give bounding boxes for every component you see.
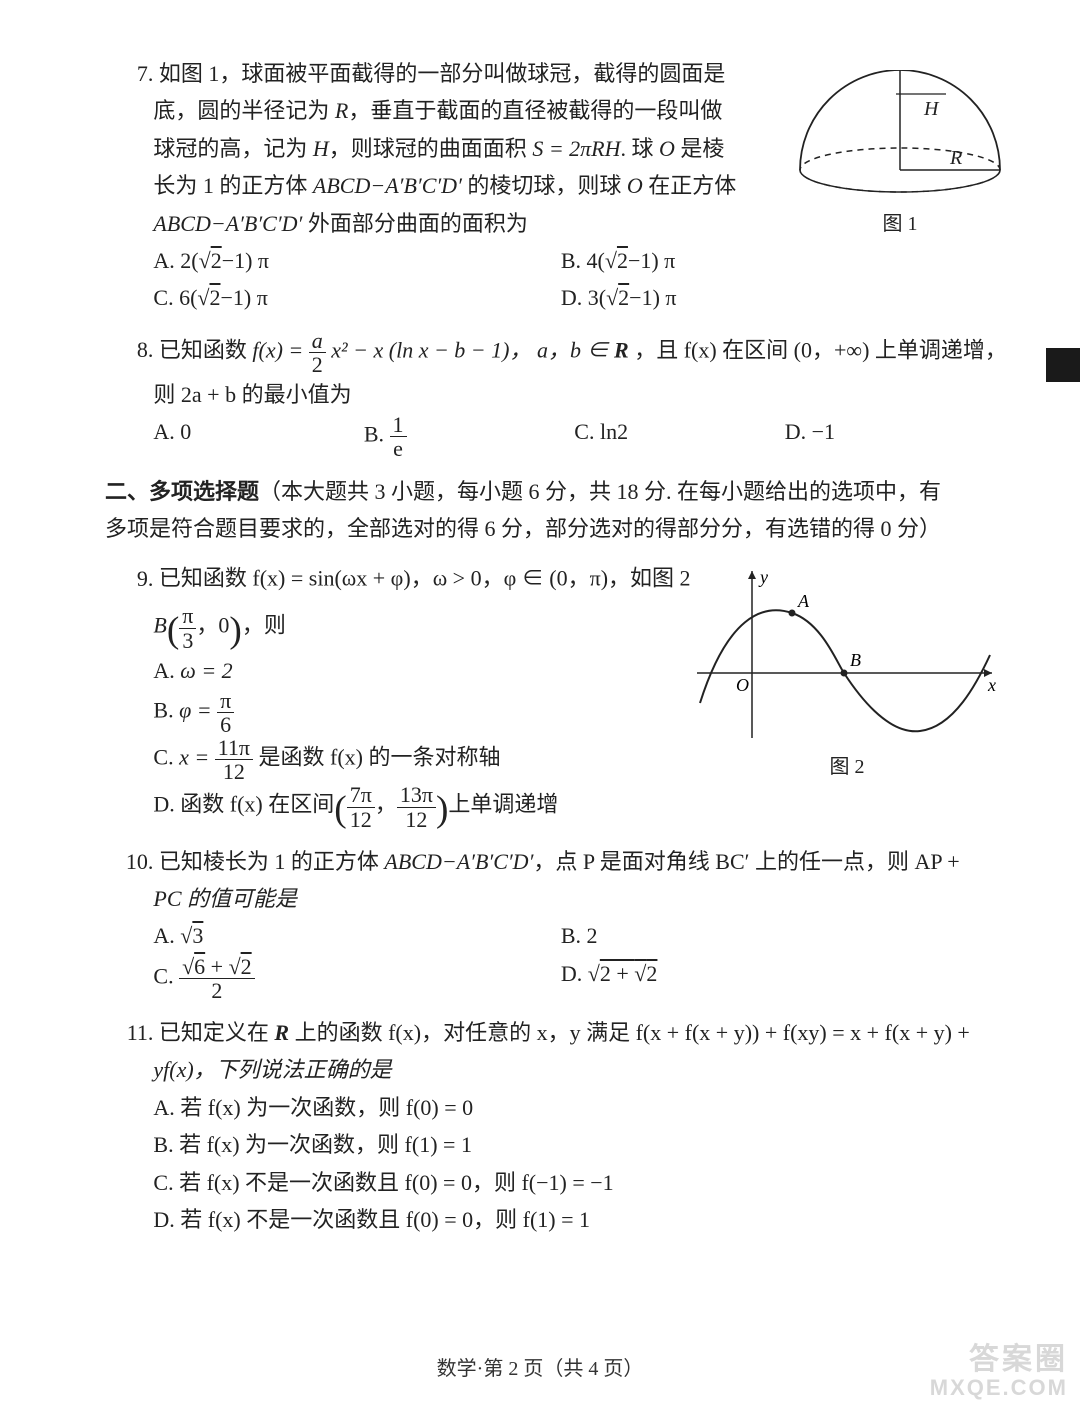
q10-option-a: A. √3 — [153, 917, 560, 954]
label-R: R — [949, 147, 962, 169]
sine-graph-icon: A B O y x — [692, 563, 1002, 743]
q10-option-b: B. 2 — [561, 917, 968, 954]
q8-options: A. 0 B. 1e C. ln2 D. −1 — [105, 413, 1010, 460]
svg-text:B: B — [850, 650, 861, 670]
q8-number: 8. — [105, 331, 153, 368]
q11-option-d: D. 若 f(x) 不是一次函数且 f(0) = 0，则 f(1) = 1 — [153, 1201, 1032, 1238]
q10-option-d: D. √2 + √2 — [561, 955, 968, 1002]
q10-option-c: C. √6 + √22 — [153, 955, 560, 1002]
figure-2-caption: 图 2 — [692, 750, 1002, 779]
question-11: 11. 已知定义在 R 上的函数 f(x)，对任意的 x，y 满足 f(x + … — [105, 1014, 1010, 1238]
q10-number: 10. — [105, 843, 153, 880]
watermark-line1: 答案圈 — [930, 1344, 1068, 1376]
side-tab — [1046, 348, 1080, 382]
q8-option-c: C. ln2 — [574, 413, 784, 460]
figure-1: H R 图 1 — [790, 70, 1010, 236]
svg-text:A: A — [797, 591, 810, 611]
spherical-cap-icon: H R — [790, 70, 1010, 200]
svg-text:O: O — [736, 675, 749, 695]
q10-options: A. √3 B. 2 C. √6 + √22 D. √2 + √2 — [105, 917, 1010, 1002]
q7-options: A. 2(√2−1) π B. 4(√2−1) π C. 6(√2−1) π D… — [105, 242, 1010, 317]
q7-option-d: D. 3(√2−1) π — [561, 279, 968, 316]
q9-option-d: D. 函数 f(x) 在区间(7π12，13π12)上单调递增 — [153, 783, 825, 830]
q9-options: A. ω = 2 B. φ = π6 C. x = 11π12 是函数 f(x)… — [105, 652, 713, 831]
q11-options: A. 若 f(x) 为一次函数，则 f(0) = 0 B. 若 f(x) 为一次… — [105, 1089, 1010, 1239]
q9-option-a: A. ω = 2 — [153, 652, 735, 689]
q9-number: 9. — [105, 560, 153, 597]
q8-option-d: D. −1 — [785, 413, 995, 460]
q9-option-c: C. x = 11π12 是函数 f(x) 的一条对称轴 — [153, 736, 735, 783]
question-10: 10. 已知棱长为 1 的正方体 ABCD−A′B′C′D′，点 P 是面对角线… — [105, 843, 1010, 1002]
svg-text:y: y — [758, 567, 768, 587]
q7-option-c: C. 6(√2−1) π — [153, 279, 560, 316]
q11-option-c: C. 若 f(x) 不是一次函数且 f(0) = 0，则 f(−1) = −1 — [153, 1164, 1032, 1201]
q11-option-b: B. 若 f(x) 为一次函数，则 f(1) = 1 — [153, 1126, 1032, 1163]
q8-option-b: B. 1e — [364, 413, 574, 460]
q8-option-a: A. 0 — [153, 413, 363, 460]
watermark: 答案圈 MXQE.COM — [930, 1344, 1068, 1399]
section-2-title: 二、多项选择题 — [105, 479, 259, 504]
section-2-header: 二、多项选择题（本大题共 3 小题，每小题 6 分，共 18 分. 在每小题给出… — [105, 473, 1010, 548]
figure-2: A B O y x 图 2 — [692, 563, 1002, 779]
page-footer: 数学·第 2 页（共 4 页） — [0, 1352, 1080, 1381]
question-8: 8. 已知函数 f(x) = a2 x² − x (ln x − b − 1)，… — [105, 329, 1010, 461]
figure-1-caption: 图 1 — [790, 207, 1010, 236]
q9-option-b: B. φ = π6 — [153, 689, 735, 736]
q7-number: 7. — [105, 55, 153, 92]
watermark-line2: MXQE.COM — [930, 1376, 1068, 1399]
q11-number: 11. — [105, 1014, 153, 1051]
svg-text:x: x — [987, 675, 996, 695]
q7-option-a: A. 2(√2−1) π — [153, 242, 560, 279]
page: H R 图 1 7. 如图 1，球面被平面截得的一部分叫做球冠，截得的圆面是 底… — [0, 0, 1080, 1411]
q7-option-b: B. 4(√2−1) π — [561, 242, 968, 279]
q7-line1: 如图 1，球面被平面截得的一部分叫做球冠，截得的圆面是 — [159, 61, 726, 86]
label-H: H — [923, 98, 940, 120]
q11-option-a: A. 若 f(x) 为一次函数，则 f(0) = 0 — [153, 1089, 1032, 1126]
